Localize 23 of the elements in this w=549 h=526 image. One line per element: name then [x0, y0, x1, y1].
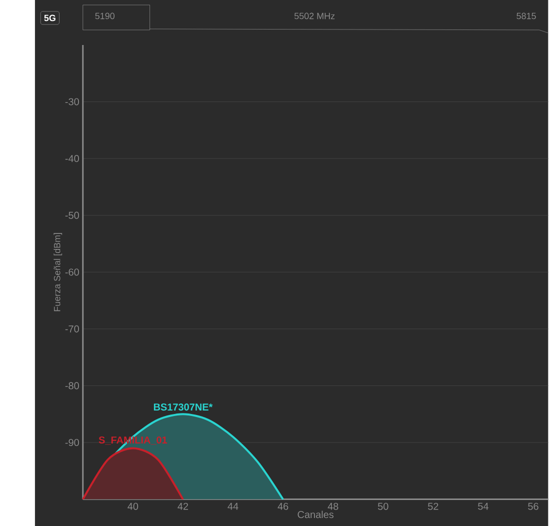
x-tick-label: 42 [178, 502, 188, 510]
x-tick-label: 54 [478, 502, 488, 510]
text: 5G [44, 14, 56, 22]
text: 5190 [95, 12, 115, 20]
y-tick-label: -50 [65, 212, 79, 219]
text: 5815 [516, 12, 536, 20]
text: 5502 MHz [294, 12, 335, 20]
x-tick-label: 44 [228, 502, 238, 510]
x-tick-label: 56 [528, 502, 538, 510]
x-tick-label: 50 [378, 502, 388, 510]
series-label: BS17307NE* [154, 403, 213, 410]
y-tick-label: -70 [65, 325, 79, 332]
y-tick-label: -80 [65, 382, 79, 390]
x-axis-title: Canales [298, 510, 334, 518]
y-axis-title: Fuerza Señal [dBm] [54, 232, 62, 311]
y-tick-label: -90 [65, 438, 79, 446]
y-tick-label: -30 [65, 98, 79, 106]
x-tick-label: 52 [428, 502, 438, 510]
y-tick-label: -40 [65, 154, 79, 162]
x-tick-label: 46 [278, 502, 288, 510]
x-tick-label: 48 [328, 502, 338, 510]
y-tick-label: -60 [65, 268, 79, 276]
x-tick-label: 40 [128, 502, 138, 510]
